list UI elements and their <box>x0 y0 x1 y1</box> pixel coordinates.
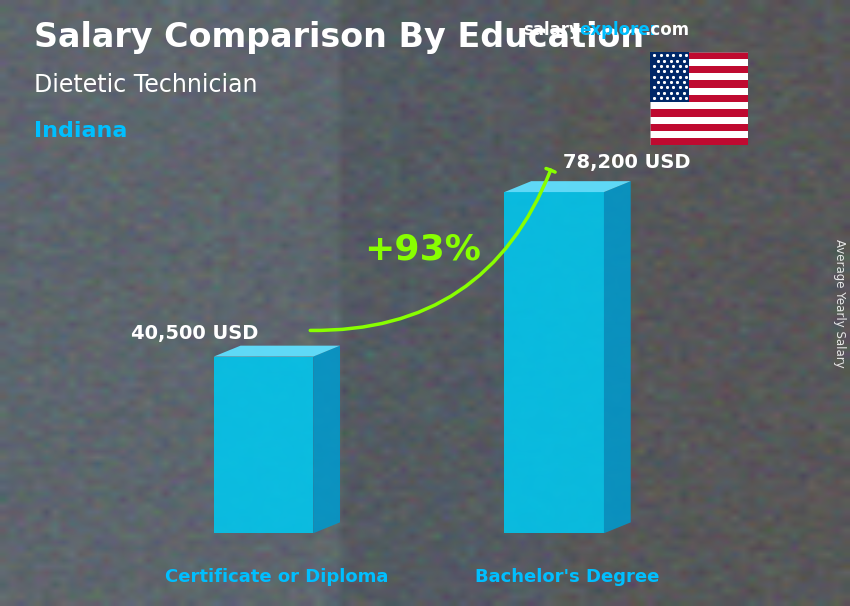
Text: salary: salary <box>523 21 580 39</box>
Text: Bachelor's Degree: Bachelor's Degree <box>475 568 660 586</box>
Bar <box>650 88 748 95</box>
Text: explorer: explorer <box>580 21 659 39</box>
Text: 40,500 USD: 40,500 USD <box>131 324 258 344</box>
Text: Dietetic Technician: Dietetic Technician <box>34 73 258 97</box>
Polygon shape <box>213 345 340 356</box>
Text: 78,200 USD: 78,200 USD <box>564 153 691 173</box>
Polygon shape <box>313 345 340 533</box>
Bar <box>650 52 748 59</box>
Bar <box>650 102 748 109</box>
Bar <box>650 81 748 88</box>
Bar <box>650 59 748 66</box>
Text: Salary Comparison By Education: Salary Comparison By Education <box>34 21 644 54</box>
Text: Average Yearly Salary: Average Yearly Salary <box>833 239 846 367</box>
Bar <box>650 124 748 131</box>
Bar <box>650 138 748 145</box>
Polygon shape <box>504 192 604 533</box>
Text: Certificate or Diploma: Certificate or Diploma <box>165 568 388 586</box>
Polygon shape <box>504 181 631 192</box>
Bar <box>650 131 748 138</box>
Bar <box>650 66 748 73</box>
Bar <box>650 95 748 102</box>
Polygon shape <box>604 181 631 533</box>
Text: +93%: +93% <box>364 233 480 267</box>
Bar <box>650 73 748 81</box>
Bar <box>650 116 748 124</box>
Text: .com: .com <box>644 21 689 39</box>
Polygon shape <box>213 356 313 533</box>
Bar <box>650 109 748 116</box>
Text: Indiana: Indiana <box>34 121 127 141</box>
Bar <box>650 52 689 102</box>
